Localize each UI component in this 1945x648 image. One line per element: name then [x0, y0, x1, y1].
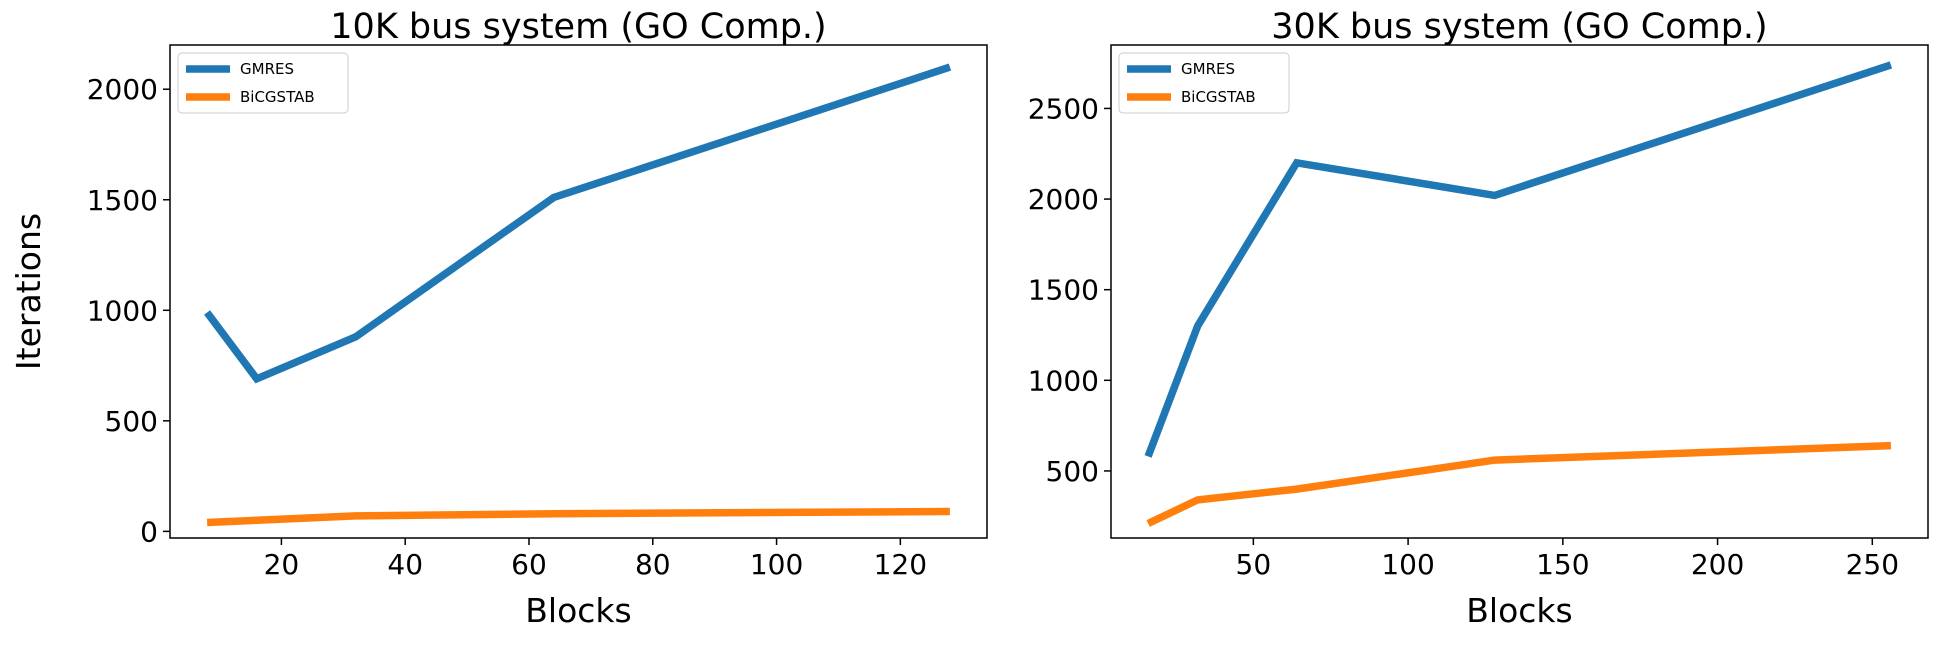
x-tick-label: 250 [1846, 548, 1899, 581]
x-tick-label: 150 [1536, 548, 1589, 581]
y-tick-label: 0 [140, 515, 158, 548]
x-tick-label: 100 [1381, 548, 1434, 581]
chart-title: 30K bus system (GO Comp.) [1271, 7, 1767, 47]
series-line-bicgstab [206, 507, 950, 527]
y-tick-label: 1500 [1028, 274, 1099, 307]
plot-frame [1110, 44, 1929, 539]
series-line-gmres [1144, 61, 1893, 458]
y-tick-label: 2000 [1028, 183, 1099, 216]
x-tick-label: 100 [750, 548, 803, 581]
x-tick-label: 40 [387, 548, 423, 581]
x-tick-label: 60 [511, 548, 547, 581]
y-tick-label: 2000 [87, 73, 158, 106]
legend-label-gmres: GMRES [240, 60, 294, 78]
y-tick-label: 1500 [87, 184, 158, 217]
y-tick-label: 1000 [87, 294, 158, 327]
y-tick-label: 2500 [1028, 92, 1099, 125]
chart-title: 10K bus system (GO Comp.) [330, 7, 826, 47]
chart-10k-bus: 10K bus system (GO Comp.) Blocks Iteration… [9, 7, 988, 630]
series-line-bicgstab [1146, 441, 1892, 527]
x-tick-label: 80 [635, 548, 671, 581]
x-tick-label: 120 [874, 548, 927, 581]
legend-label-bicgstab: BiCGSTAB [1181, 88, 1256, 106]
legend-label-gmres: GMRES [1181, 60, 1235, 78]
x-tick-label: 20 [264, 548, 300, 581]
chart-30k-bus: 30K bus system (GO Comp.) Blocks 50 100 150 2… [1028, 7, 1929, 630]
x-tick-label: 50 [1236, 548, 1272, 581]
legend-label-bicgstab: BiCGSTAB [240, 88, 315, 106]
y-tick-label: 1000 [1028, 364, 1099, 397]
x-axis-label: Blocks [1466, 591, 1572, 630]
plot-frame [169, 44, 988, 539]
y-axis-label: Iterations [9, 213, 48, 370]
legend: GMRES BiCGSTAB [1118, 52, 1290, 114]
x-tick-label: 200 [1691, 548, 1744, 581]
legend: GMRES BiCGSTAB [177, 52, 349, 114]
y-tick-label: 500 [1046, 455, 1099, 488]
y-tick-label: 500 [105, 405, 158, 438]
series-line-gmres [204, 63, 952, 384]
x-axis-label: Blocks [525, 591, 631, 630]
